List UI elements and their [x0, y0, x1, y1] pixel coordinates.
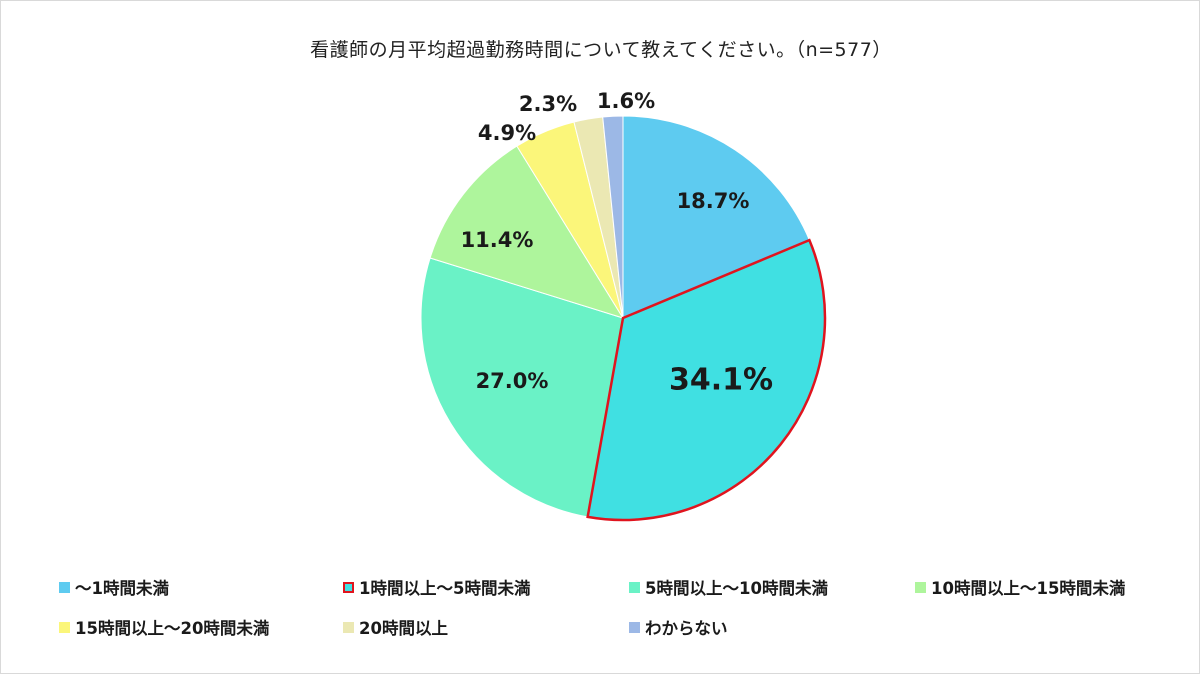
data-label-6: 2.3%: [519, 92, 577, 116]
highlighted-slice-outline: [586, 238, 827, 522]
pie-slice-7: [602, 115, 624, 319]
data-label-1: 18.7%: [677, 189, 750, 213]
data-label-7: 1.6%: [597, 89, 655, 113]
data-label-5: 4.9%: [478, 121, 536, 145]
pie-slice-3: [420, 257, 624, 518]
data-label-2: 34.1%: [669, 363, 773, 398]
data-label-3: 27.0%: [476, 369, 549, 393]
chart-title: 看護師の月平均超過勤務時間について教えてください。（n=577）: [310, 39, 892, 61]
pie-slice-4: [429, 145, 625, 319]
pie-slice-1: [622, 115, 811, 319]
data-label-4: 11.4%: [461, 228, 534, 252]
